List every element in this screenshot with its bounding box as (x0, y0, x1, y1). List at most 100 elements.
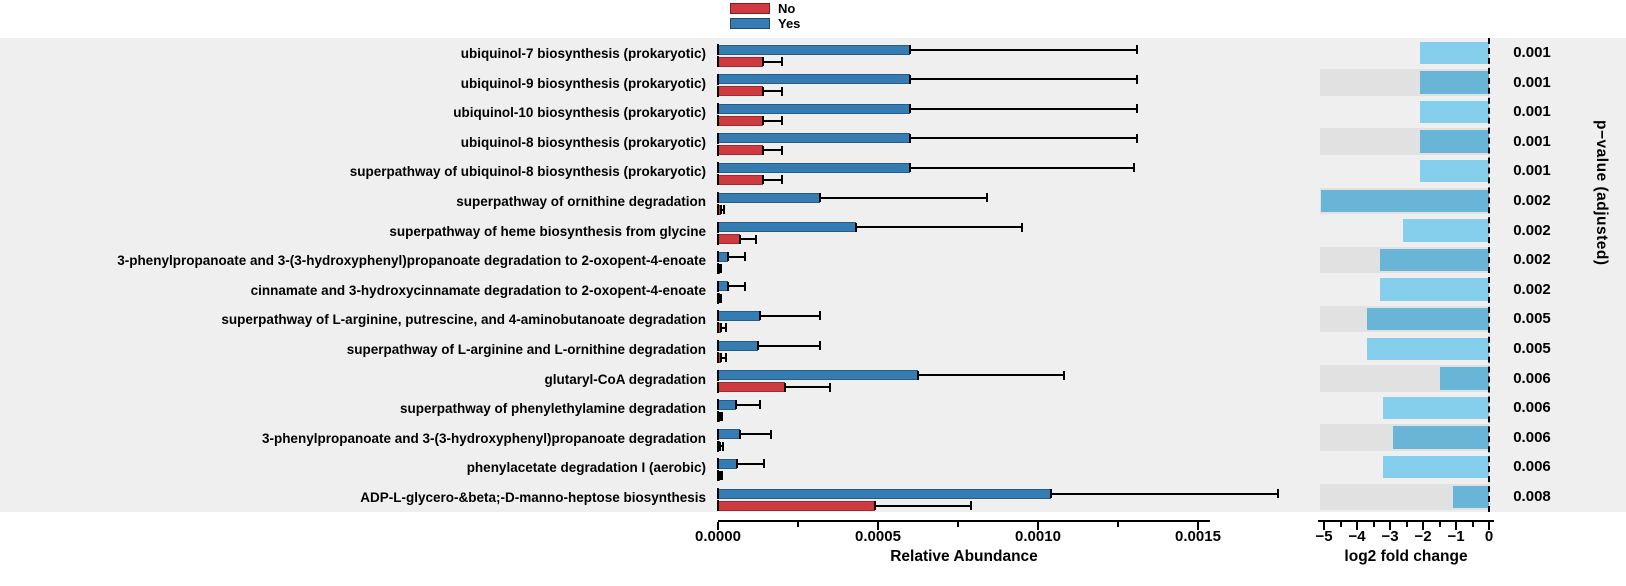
legend-label-yes: Yes (778, 16, 801, 31)
yes-zero-cap (717, 251, 719, 263)
axis-tick-minor (1438, 521, 1441, 527)
fc-bar (1393, 426, 1489, 449)
no-error-whisker (721, 208, 725, 211)
axis-tick-label: 0.0005 (855, 528, 901, 545)
yes-zero-cap (717, 44, 719, 55)
relative-abundance-axis-line (718, 519, 1210, 522)
axis-tick-minor (957, 521, 959, 527)
fc-bar (1383, 455, 1489, 479)
fc-bar (1419, 100, 1489, 124)
no-error-whisker-start-cap (761, 145, 764, 155)
yes-error-whisker-end-cap (1136, 133, 1139, 143)
yes-error-whisker-start-cap (1049, 489, 1052, 498)
no-error-whisker-end-cap (781, 57, 783, 66)
yes-zero-cap (717, 280, 719, 292)
yes-error-whisker (910, 166, 1134, 169)
yes-error-whisker-start-cap (738, 429, 741, 439)
no-error-whisker-end-cap (720, 264, 723, 274)
no-zero-cap (717, 411, 719, 423)
no-error-whisker-start-cap (718, 264, 721, 274)
p-value: 0.006 (1513, 458, 1551, 476)
axis-tick-major (1455, 521, 1457, 530)
axis-tick-label: 0 (1484, 528, 1494, 545)
no-zero-cap (717, 470, 719, 482)
axis-tick-minor (1471, 521, 1474, 527)
no-error-whisker-end-cap (720, 293, 723, 303)
yes-error-whisker-start-cap (854, 222, 857, 232)
yes-error-whisker-end-cap (744, 281, 747, 291)
axis-tick-major (1488, 521, 1490, 530)
yes-zero-cap (717, 340, 719, 351)
fc-bar (1380, 278, 1489, 301)
no-error-whisker-end-cap (724, 353, 727, 362)
no-error-whisker-start-cap (718, 471, 721, 481)
pathway-label: superpathway of L-arginine, putrescine, … (221, 312, 706, 328)
yes-zero-cap (717, 192, 719, 203)
pathway-label-clip: superpathway of phenylethylamine degrada… (0, 400, 706, 418)
no-error-whisker (762, 60, 782, 63)
axis-tick-major (877, 521, 879, 530)
pathway-label: ubiquinol-10 biosynthesis (prokaryotic) (453, 105, 706, 121)
yes-error-whisker-start-cap (909, 163, 911, 173)
no-error-whisker-start-cap (739, 234, 742, 244)
yes-zero-cap (717, 428, 719, 440)
yes-error-whisker (727, 285, 746, 288)
no-error-whisker-end-cap (781, 175, 783, 185)
fc-bar (1380, 248, 1489, 272)
yes-error-whisker-start-cap (758, 311, 761, 321)
yes-error-whisker-end-cap (819, 341, 822, 350)
yes-error-whisker-end-cap (1277, 489, 1279, 498)
p-value: 0.006 (1513, 428, 1551, 446)
yes-error-whisker-end-cap (985, 193, 988, 202)
yes-error-whisker (855, 226, 1022, 229)
fc-bar (1419, 41, 1489, 64)
pathway-label: superpathway of ornithine degradation (456, 194, 706, 209)
axis-tick-major (1197, 521, 1199, 530)
no-error-whisker (762, 149, 782, 152)
axis-tick-minor (1339, 521, 1342, 527)
p-value-axis-title: p−value (adjusted) (1593, 120, 1610, 266)
yes-error-whisker (759, 314, 821, 317)
fc-bar (1366, 307, 1489, 331)
no-error-whisker-start-cap (720, 353, 723, 362)
yes-error-whisker-end-cap (1021, 222, 1023, 232)
no-error-whisker (740, 238, 757, 241)
fc-bar (1419, 130, 1489, 153)
yes-error-whisker-end-cap (769, 429, 772, 439)
p-value: 0.001 (1513, 73, 1551, 91)
no-error-whisker-end-cap (724, 323, 727, 333)
pathway-label: ADP-L-glycero-&beta;-D-manno-heptose bio… (360, 490, 706, 505)
no-error-whisker-start-cap (761, 86, 764, 96)
axis-tick-minor (797, 521, 799, 527)
no-error-whisker-end-cap (720, 471, 723, 481)
axis-tick-minor (1117, 521, 1119, 527)
axis-tick-major (717, 521, 719, 530)
no-error-whisker (762, 119, 782, 122)
p-value: 0.002 (1513, 251, 1551, 269)
pathway-label: 3-phenylpropanoate and 3-(3-hydroxypheny… (117, 253, 706, 269)
yes-error-whisker (727, 255, 746, 258)
axis-tick-label: −2 (1414, 528, 1432, 545)
axis-tick-major (1389, 521, 1391, 530)
no-error-whisker-end-cap (781, 86, 783, 96)
p-value: 0.002 (1513, 221, 1551, 239)
pathway-label-clip: ubiquinol-10 biosynthesis (prokaryotic) (0, 104, 706, 122)
fc-bar (1383, 396, 1489, 420)
yes-zero-cap (717, 132, 719, 144)
no-zero-cap (717, 322, 719, 334)
yes-error-whisker-start-cap (909, 45, 911, 54)
no-error-whisker-start-cap (873, 501, 876, 510)
yes-zero-cap (717, 488, 719, 499)
p-value: 0.006 (1513, 399, 1551, 417)
yes-error-whisker-end-cap (1062, 370, 1065, 380)
p-value: 0.006 (1513, 369, 1551, 387)
pathway-label: superpathway of phenylethylamine degrada… (399, 401, 706, 417)
fc-bar (1403, 219, 1489, 242)
pathway-label-clip: ubiquinol-8 biosynthesis (prokaryotic) (0, 134, 706, 152)
axis-tick-label: 0.0010 (1015, 528, 1061, 545)
yes-error-whisker-end-cap (763, 459, 766, 469)
yes-error-whisker-start-cap (757, 341, 759, 350)
yes-zero-cap (717, 73, 719, 85)
